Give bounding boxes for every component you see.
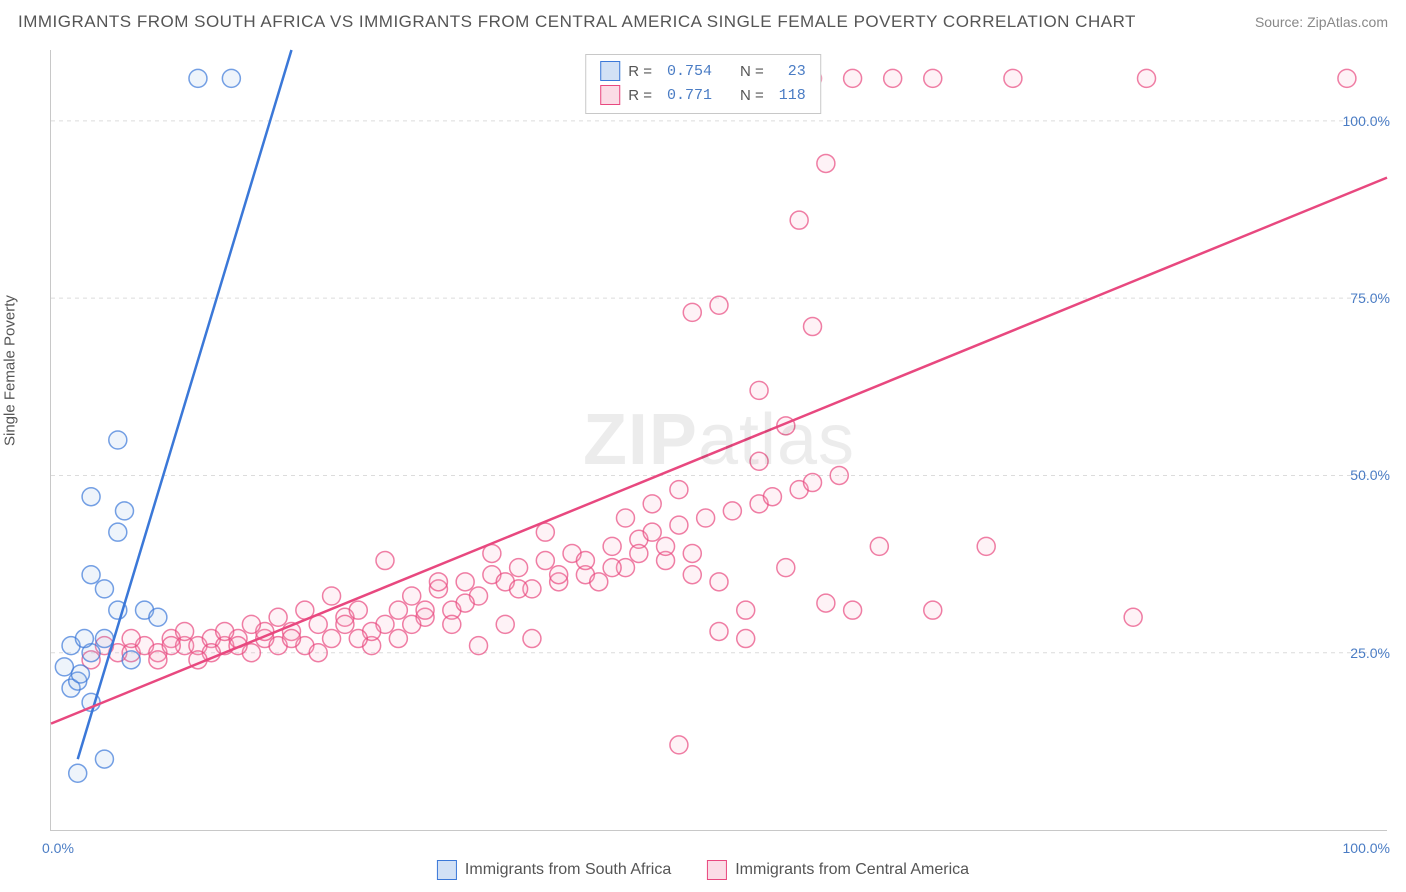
y-axis-label: Single Female Poverty: [2, 295, 19, 446]
chart-container: IMMIGRANTS FROM SOUTH AFRICA VS IMMIGRAN…: [0, 0, 1406, 892]
y-tick-label: 25.0%: [1350, 645, 1390, 661]
legend-row-1: R = 0.754 N = 23: [600, 59, 806, 83]
series-2-label: Immigrants from Central America: [735, 861, 969, 879]
n-label: N =: [740, 87, 764, 104]
legend-item-1: Immigrants from South Africa: [437, 860, 671, 880]
legend-swatch-series-2: [707, 860, 727, 880]
y-tick-label: 75.0%: [1350, 290, 1390, 306]
chart-svg: [51, 50, 1387, 830]
r-value-2: 0.771: [660, 87, 712, 104]
r-label: R =: [628, 63, 652, 80]
legend-item-2: Immigrants from Central America: [707, 860, 969, 880]
legend-swatch-1: [600, 61, 620, 81]
plot-area: ZIPatlas: [50, 50, 1387, 831]
legend-series: Immigrants from South Africa Immigrants …: [437, 860, 969, 880]
legend-swatch-series-1: [437, 860, 457, 880]
x-tick-label: 100.0%: [1343, 840, 1390, 856]
legend-swatch-2: [600, 85, 620, 105]
y-tick-label: 50.0%: [1350, 467, 1390, 483]
x-tick-label: 0.0%: [42, 840, 74, 856]
chart-title: IMMIGRANTS FROM SOUTH AFRICA VS IMMIGRAN…: [18, 12, 1136, 32]
legend-stats-box: R = 0.754 N = 23 R = 0.771 N = 118: [585, 54, 821, 114]
n-value-1: 23: [772, 63, 806, 80]
r-label: R =: [628, 87, 652, 104]
legend-row-2: R = 0.771 N = 118: [600, 83, 806, 107]
source-label: Source: ZipAtlas.com: [1255, 14, 1388, 30]
r-value-1: 0.754: [660, 63, 712, 80]
n-value-2: 118: [772, 87, 806, 104]
y-tick-label: 100.0%: [1343, 113, 1390, 129]
series-1-label: Immigrants from South Africa: [465, 861, 671, 879]
n-label: N =: [740, 63, 764, 80]
